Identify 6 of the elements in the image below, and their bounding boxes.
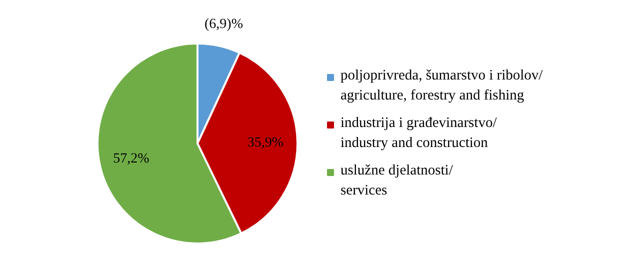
legend-label: uslužne djelatnosti/ services	[340, 162, 454, 198]
data-label: 57,2%	[113, 151, 150, 166]
legend-label: industrija i građevinarstvo/ industry and construction	[340, 115, 498, 151]
data-label: (6,9)%	[204, 16, 244, 32]
legend-label: poljoprivreda, šumarstvo i ribolov/ agriculture, forestry and fishing	[340, 68, 544, 104]
data-label: 35,9%	[247, 135, 284, 150]
